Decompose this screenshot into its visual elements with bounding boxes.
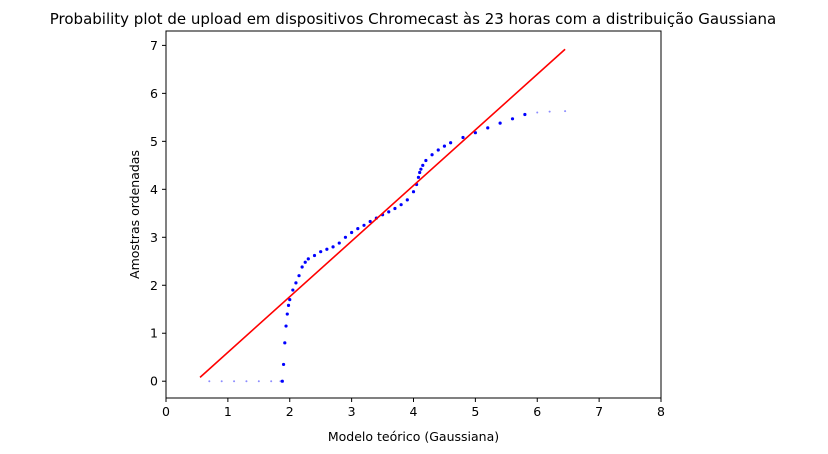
sample-point — [233, 380, 236, 383]
x-tick-label: 5 — [471, 404, 479, 419]
sample-point — [286, 303, 291, 308]
x-tick-label: 0 — [162, 404, 170, 419]
sample-point — [473, 131, 477, 135]
sample-point — [245, 380, 248, 383]
sample-point — [284, 324, 288, 328]
sample-point — [337, 241, 341, 245]
x-tick-label: 3 — [348, 404, 356, 419]
sample-point — [362, 223, 366, 227]
y-tick-label: 4 — [150, 182, 158, 197]
sample-point — [291, 288, 295, 292]
sample-point — [548, 110, 551, 113]
sample-point — [430, 153, 434, 157]
y-tick-label: 1 — [150, 326, 158, 341]
y-tick-label: 0 — [150, 374, 158, 389]
sample-point — [285, 312, 289, 316]
plot-area — [199, 48, 567, 383]
sample-point — [220, 380, 223, 383]
sample-point — [523, 112, 527, 117]
sample-point — [419, 167, 423, 171]
sample-point — [424, 158, 428, 163]
y-tick-label: 2 — [150, 278, 158, 293]
plot-frame — [165, 30, 662, 399]
chart-title: Probability plot de upload em dispositiv… — [50, 10, 777, 28]
sample-point — [498, 121, 502, 125]
sample-point — [449, 141, 453, 145]
y-tick-label: 5 — [150, 134, 158, 149]
sample-point — [280, 379, 284, 383]
sample-point — [350, 230, 354, 235]
sample-point — [421, 163, 425, 167]
sample-point — [436, 148, 440, 152]
x-tick-label: 2 — [286, 404, 294, 419]
y-axis: 0 1 2 3 4 5 6 7 — [150, 38, 166, 389]
y-tick-label: 7 — [150, 38, 158, 53]
x-tick-label: 4 — [410, 404, 418, 419]
x-tick-label: 8 — [657, 404, 665, 419]
sample-point — [486, 126, 490, 130]
sample-point — [564, 110, 567, 113]
sample-point — [281, 362, 286, 367]
sample-point — [461, 135, 465, 140]
sample-point — [442, 144, 447, 148]
fit-line — [199, 48, 566, 378]
sample-point — [208, 380, 211, 383]
sample-point — [418, 170, 422, 175]
sample-point — [283, 341, 287, 345]
y-tick-label: 3 — [150, 230, 158, 245]
sample-point — [257, 380, 260, 383]
sample-point — [356, 227, 360, 231]
x-tick-label: 6 — [533, 404, 541, 419]
sample-point — [536, 111, 539, 114]
sample-point — [331, 245, 335, 249]
sample-point — [368, 219, 372, 224]
sample-point — [297, 274, 301, 278]
y-axis-label: Amostras ordenadas — [127, 150, 142, 279]
sample-point — [312, 253, 317, 258]
sample-point — [319, 250, 323, 254]
y-tick-label: 6 — [150, 86, 158, 101]
sample-point — [343, 235, 348, 239]
sample-point — [288, 298, 292, 302]
x-axis-label: Modelo teórico (Gaussiana) — [328, 429, 499, 444]
sample-point — [510, 117, 515, 121]
sample-point — [306, 257, 310, 261]
sample-point — [294, 281, 298, 285]
sample-point — [399, 203, 403, 207]
sample-point — [303, 260, 307, 264]
sample-point — [325, 247, 329, 251]
sample-point — [393, 206, 397, 211]
x-tick-label: 7 — [595, 404, 603, 419]
sample-point — [405, 198, 409, 202]
sample-point — [270, 380, 273, 383]
x-tick-label: 1 — [224, 404, 232, 419]
sample-point — [387, 210, 391, 214]
x-axis: 0 1 2 3 4 5 6 7 8 — [162, 398, 665, 419]
sample-point — [300, 265, 304, 269]
sample-point — [416, 175, 421, 179]
sample-point — [411, 190, 416, 194]
